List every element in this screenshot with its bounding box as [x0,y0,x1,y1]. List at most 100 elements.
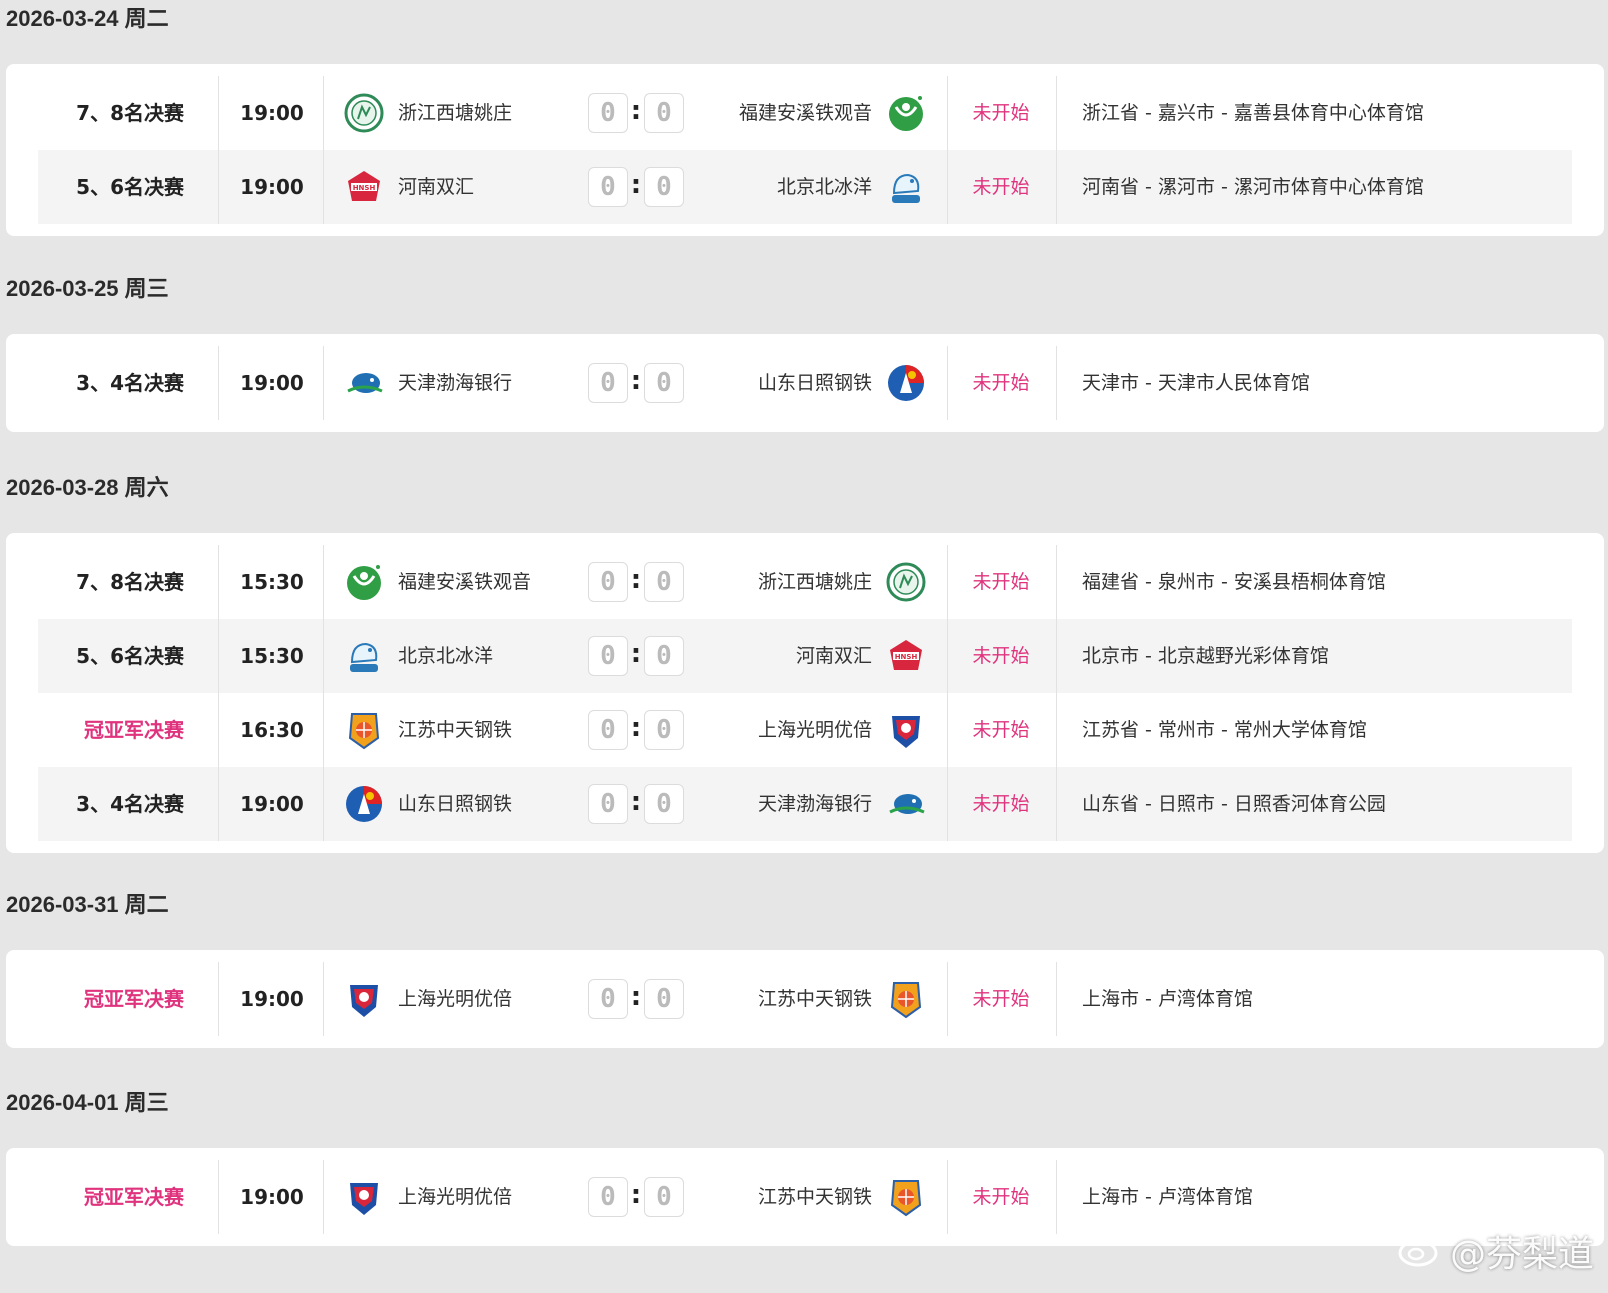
match-time: 15:30 [240,570,304,594]
match-status: 未开始 [972,793,1030,815]
home-team-name[interactable]: 山东日照钢铁 [398,793,513,815]
jiangsu-team-logo-icon[interactable] [886,1177,926,1217]
divider [323,346,324,420]
match-card: 7、8名决赛 19:00 浙江西塘姚庄 0:0 福建安溪铁观音 未开始 浙江省 - 嘉兴市 … [6,64,1604,236]
home-team-name[interactable]: 浙江西塘姚庄 [398,102,513,124]
divider [218,150,219,224]
away-score: 0 [644,363,684,403]
match-row[interactable]: 3、4名决赛 19:00 天津渤海银行 0:0 山东日照钢铁 未开始 天津市 - 天津市人民… [38,346,1572,420]
match-day: 2026-03-31 周二 冠亚军决赛 19:00 上海光明优倍 0:0 江苏中天钢铁 未开… [0,886,1608,1048]
divider [218,1160,219,1234]
henan-team-logo-icon[interactable]: HNSH [344,167,384,207]
away-score: 0 [644,979,684,1019]
match-row[interactable]: 7、8名决赛 15:30 福建安溪铁观音 0:0 浙江西塘姚庄 未开始 福建省 - 泉州市 … [38,545,1572,619]
away-team-name[interactable]: 山东日照钢铁 [757,372,872,394]
match-status: 未开始 [972,719,1030,741]
home-team-name[interactable]: 北京北冰洋 [398,645,494,667]
divider [1056,150,1057,224]
match-row[interactable]: 3、4名决赛 19:00 山东日照钢铁 0:0 天津渤海银行 未开始 山东省 - 日照市 -… [38,767,1572,841]
match-day: 2026-03-25 周三 3、4名决赛 19:00 天津渤海银行 0:0 山东日照钢铁 未… [0,270,1608,432]
match-time: 19:00 [240,1185,304,1209]
away-score: 0 [644,562,684,602]
away-score: 0 [644,93,684,133]
match-round: 5、6名决赛 [76,175,184,199]
divider [323,76,324,150]
henan-team-logo-icon[interactable]: HNSH [886,636,926,676]
zhejiang-team-logo-icon[interactable] [886,562,926,602]
divider [947,962,948,1036]
divider [1056,619,1057,693]
jiangsu-team-logo-icon[interactable] [886,979,926,1019]
match-day: 2026-03-24 周二 7、8名决赛 19:00 浙江西塘姚庄 0:0 福建安溪铁观音… [0,0,1608,236]
match-round: 冠亚军决赛 [84,1185,184,1209]
match-row[interactable]: 冠亚军决赛 19:00 上海光明优倍 0:0 江苏中天钢铁 未开始 上海市 - 卢湾体育馆 [38,1160,1572,1234]
watermark: @芬梨道 [1398,1229,1594,1281]
away-team-name[interactable]: 浙江西塘姚庄 [757,571,872,593]
date-header: 2026-03-28 周六 [6,475,169,500]
match-row[interactable]: 冠亚军决赛 19:00 上海光明优倍 0:0 江苏中天钢铁 未开始 上海市 - 卢湾体育馆 [38,962,1572,1036]
home-score: 0 [588,979,628,1019]
weibo-icon [1398,1229,1445,1283]
home-team-name[interactable]: 天津渤海银行 [398,372,513,394]
home-score: 0 [588,710,628,750]
beijing-team-logo-icon[interactable] [886,167,926,207]
home-team-name[interactable]: 江苏中天钢铁 [398,719,513,741]
match-venue: 河南省 - 漯河市 - 漯河市体育中心体育馆 [1082,176,1424,198]
match-row[interactable]: 冠亚军决赛 16:30 江苏中天钢铁 0:0 上海光明优倍 未开始 江苏省 - 常州市 - … [38,693,1572,767]
match-time: 19:00 [240,175,304,199]
shanghai-team-logo-icon[interactable] [886,710,926,750]
away-team-name[interactable]: 上海光明优倍 [757,719,872,741]
match-venue: 浙江省 - 嘉兴市 - 嘉善县体育中心体育馆 [1082,102,1424,124]
away-team-name[interactable]: 河南双汇 [795,645,872,667]
away-team-name[interactable]: 福建安溪铁观音 [738,102,872,124]
watermark-text: @芬梨道 [1449,1234,1594,1275]
match-status: 未开始 [972,988,1030,1010]
zhejiang-team-logo-icon[interactable] [344,93,384,133]
divider [947,76,948,150]
divider [218,767,219,841]
shandong-team-logo-icon[interactable] [886,363,926,403]
home-team-name[interactable]: 上海光明优倍 [398,988,513,1010]
away-team-name[interactable]: 江苏中天钢铁 [757,1186,872,1208]
away-team-name[interactable]: 天津渤海银行 [757,793,872,815]
match-status: 未开始 [972,372,1030,394]
date-header: 2026-04-01 周三 [6,1090,169,1115]
fujian-team-logo-icon[interactable] [344,562,384,602]
shanghai-team-logo-icon[interactable] [344,1177,384,1217]
beijing-team-logo-icon[interactable] [344,636,384,676]
score-separator: : [630,170,642,200]
divider [218,619,219,693]
match-round: 冠亚军决赛 [84,718,184,742]
tianjin-team-logo-icon[interactable] [886,784,926,824]
home-team-name[interactable]: 河南双汇 [398,176,475,198]
score-separator: : [630,366,642,396]
home-team-name[interactable]: 上海光明优倍 [398,1186,513,1208]
home-score: 0 [588,363,628,403]
match-time: 19:00 [240,987,304,1011]
match-venue: 山东省 - 日照市 - 日照香河体育公园 [1082,793,1386,815]
match-round: 冠亚军决赛 [84,987,184,1011]
shandong-team-logo-icon[interactable] [344,784,384,824]
match-card: 3、4名决赛 19:00 天津渤海银行 0:0 山东日照钢铁 未开始 天津市 - 天津市人民… [6,334,1604,432]
match-card: 冠亚军决赛 19:00 上海光明优倍 0:0 江苏中天钢铁 未开始 上海市 - 卢湾体育馆 [6,1148,1604,1246]
tianjin-team-logo-icon[interactable] [344,363,384,403]
divider [947,693,948,767]
divider [218,962,219,1036]
fujian-team-logo-icon[interactable] [886,93,926,133]
away-score: 0 [644,710,684,750]
match-row[interactable]: 7、8名决赛 19:00 浙江西塘姚庄 0:0 福建安溪铁观音 未开始 浙江省 - 嘉兴市 … [38,76,1572,150]
match-round: 3、4名决赛 [76,371,184,395]
match-venue: 上海市 - 卢湾体育馆 [1082,988,1253,1010]
away-team-name[interactable]: 江苏中天钢铁 [757,988,872,1010]
match-row[interactable]: 5、6名决赛 19:00 HNSH 河南双汇 0:0 北京北冰洋 未开始 河南省 - 漯河市 … [38,150,1572,224]
match-venue: 上海市 - 卢湾体育馆 [1082,1186,1253,1208]
away-team-name[interactable]: 北京北冰洋 [776,176,872,198]
date-header: 2026-03-31 周二 [6,892,169,917]
jiangsu-team-logo-icon[interactable] [344,710,384,750]
divider [323,150,324,224]
match-venue: 天津市 - 天津市人民体育馆 [1082,372,1310,394]
shanghai-team-logo-icon[interactable] [344,979,384,1019]
home-team-name[interactable]: 福建安溪铁观音 [398,571,532,593]
match-day: 2026-03-28 周六 7、8名决赛 15:30 福建安溪铁观音 0:0 浙江西塘姚庄… [0,469,1608,853]
match-row[interactable]: 5、6名决赛 15:30 北京北冰洋 0:0 河南双汇 HNSH 未开始 北京市 - 北京越野… [38,619,1572,693]
